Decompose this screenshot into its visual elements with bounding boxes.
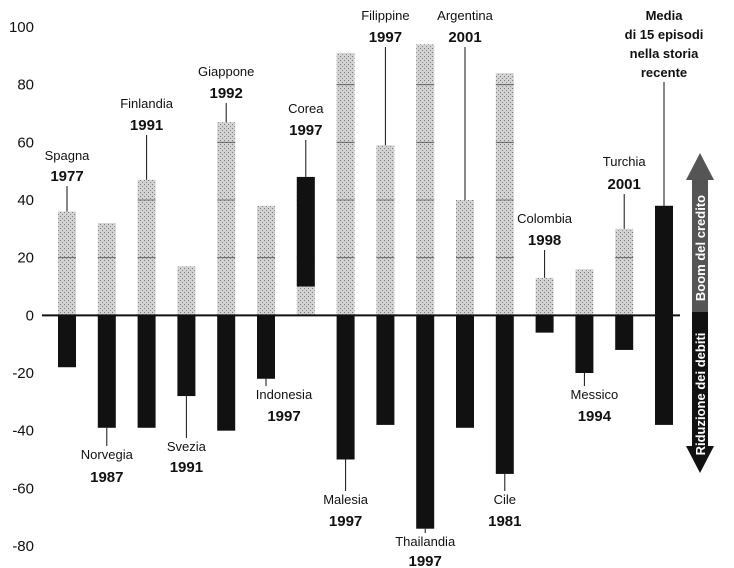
- bar-boom: [97, 223, 116, 316]
- category-name: Messico: [571, 387, 619, 402]
- category-name: Corea: [288, 101, 324, 116]
- category-year: 1994: [578, 408, 612, 425]
- bar-riduzione: [97, 315, 116, 428]
- category-name: Argentina: [437, 8, 493, 23]
- bar-riduzione: [535, 315, 554, 333]
- category-year: 2001: [448, 29, 481, 46]
- category-name: Finlandia: [120, 96, 174, 111]
- riduzione-arrow-label: Riduzione dei debiti: [693, 333, 708, 456]
- bar-riduzione: [257, 315, 275, 379]
- category-year: 1981: [488, 513, 521, 530]
- category-year: 1997: [267, 408, 300, 425]
- category-year: 1997: [409, 553, 442, 568]
- bar-riduzione: [575, 315, 594, 373]
- bar-riduzione: [416, 315, 435, 529]
- category-year: 1992: [210, 85, 243, 102]
- category-year: 1997: [289, 122, 322, 139]
- category-year: 1998: [528, 232, 561, 249]
- category-name: Spagna: [45, 148, 91, 163]
- y-axis: 100 80 60 40 20 0 -20 -40 -60 -80: [9, 19, 34, 555]
- category-name: Svezia: [167, 439, 207, 454]
- category-name: Giappone: [198, 64, 254, 79]
- bar-riduzione: [615, 315, 634, 350]
- bar-boom: [615, 228, 634, 316]
- average-label-line: Media: [646, 8, 684, 23]
- bars: [58, 44, 673, 529]
- y-tick-label: -60: [12, 480, 34, 497]
- boom-arrow-label: Boom del credito: [693, 195, 708, 301]
- category-name: Colombia: [517, 211, 573, 226]
- bar-boom: [217, 122, 236, 316]
- direction-arrow: Boom del credito Riduzione dei debiti: [686, 153, 714, 473]
- category-year: 1997: [329, 513, 362, 530]
- category-year: 1997: [369, 29, 402, 46]
- y-tick-label: 80: [17, 77, 34, 94]
- y-tick-label: 60: [17, 134, 34, 151]
- riduzione-arrow-shape: [686, 312, 714, 473]
- average-label-line: nella storia: [630, 46, 699, 61]
- category-year: 1977: [50, 168, 83, 185]
- bar-riduzione: [456, 315, 474, 428]
- bar-boom: [376, 145, 395, 316]
- y-tick-label: -40: [12, 423, 34, 440]
- bar-boom: [495, 73, 514, 316]
- bar-boom: [416, 44, 435, 316]
- bar-riduzione: [495, 315, 514, 474]
- bar-boom: [58, 211, 76, 316]
- y-tick-label: 40: [17, 192, 34, 209]
- bar-riduzione: [296, 176, 315, 287]
- category-name: Filippine: [361, 8, 409, 23]
- boom-arrow-shape: [686, 153, 714, 312]
- category-name: Indonesia: [256, 387, 313, 402]
- bar-riduzione: [58, 315, 76, 368]
- category-year: 2001: [608, 176, 641, 193]
- category-labels: Spagna 1977 Norvegia 1987 Finlandia 1991 Svezi…: [45, 8, 704, 568]
- category-year: 1991: [170, 459, 203, 476]
- category-name: Malesia: [323, 492, 369, 507]
- bar-riduzione: [376, 315, 395, 425]
- y-tick-label: -20: [12, 365, 34, 382]
- category-year: 1991: [130, 117, 163, 134]
- bar-boom: [257, 205, 275, 316]
- y-tick-label: 100: [9, 19, 34, 36]
- bar-boom: [336, 52, 355, 316]
- bar-boom: [535, 277, 554, 316]
- y-tick-label: 0: [26, 307, 34, 324]
- category-name: Turchia: [603, 154, 647, 169]
- category-name: Thailandia: [395, 534, 456, 549]
- category-year: 1987: [90, 469, 123, 486]
- bar-boom: [575, 269, 594, 316]
- category-name: Cile: [494, 492, 516, 507]
- bar-riduzione: [336, 315, 355, 460]
- bar-boom: [137, 179, 156, 316]
- bar-boom: [177, 266, 196, 316]
- category-name: Norvegia: [81, 447, 134, 462]
- bar-riduzione: [137, 315, 156, 428]
- average-label-line: recente: [641, 65, 687, 80]
- average-label-line: di 15 episodi: [625, 27, 704, 42]
- y-tick-label: -80: [12, 538, 34, 555]
- bar-riduzione: [177, 315, 196, 397]
- bar-riduzione: [217, 315, 236, 431]
- y-tick-label: 20: [17, 250, 34, 267]
